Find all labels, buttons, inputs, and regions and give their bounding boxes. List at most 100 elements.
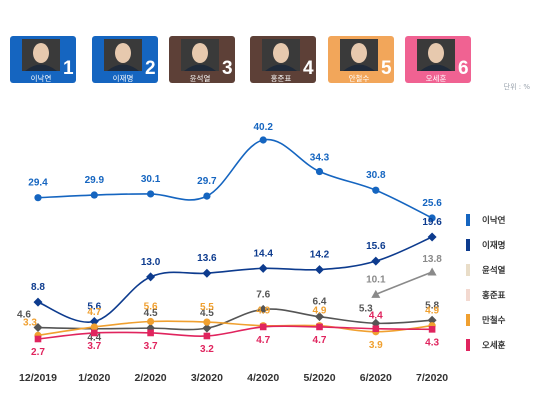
data-point <box>316 323 323 331</box>
data-label: 3.2 <box>200 344 214 355</box>
data-point <box>427 232 437 242</box>
legend-label: 이낙연 <box>482 215 506 226</box>
data-label: 3.7 <box>87 341 101 352</box>
card-name: 이재명 <box>113 73 134 83</box>
card-number: 1 <box>63 58 74 79</box>
data-point <box>202 323 212 333</box>
data-label: 30.8 <box>366 170 386 181</box>
card-name: 홍준표 <box>271 73 292 83</box>
data-label: 5.5 <box>200 302 214 313</box>
data-label: 6.4 <box>313 297 327 308</box>
data-point <box>202 268 212 278</box>
x-tick-label: 5/2020 <box>303 372 335 384</box>
data-point <box>34 194 42 202</box>
series-line <box>37 138 433 219</box>
x-tick-label: 4/2020 <box>247 372 279 384</box>
legend-swatch <box>466 239 470 251</box>
data-label: 5.6 <box>87 301 101 312</box>
data-point <box>315 312 324 322</box>
x-tick-label: 6/2020 <box>360 372 392 384</box>
data-point <box>203 318 211 326</box>
legend-label: 이재명 <box>482 240 505 251</box>
legend-label: 오세훈 <box>482 340 506 351</box>
legend-label: 홍준표 <box>482 290 506 301</box>
card-number: 6 <box>458 58 469 79</box>
legend-swatch <box>466 289 470 301</box>
data-label: 4.7 <box>256 335 270 346</box>
data-point <box>89 316 99 326</box>
data-label: 4.5 <box>200 308 214 319</box>
data-point <box>427 315 437 325</box>
data-point <box>33 323 43 333</box>
candidate-card-1: 1 이낙연 <box>10 36 76 83</box>
data-point <box>258 263 268 273</box>
suit-icon <box>343 64 375 71</box>
data-label: 4.4 <box>369 311 383 322</box>
legend-swatch <box>466 214 470 226</box>
data-label: 4.9 <box>256 306 270 317</box>
x-tick-label: 7/2020 <box>416 372 448 384</box>
data-label: 8.8 <box>31 282 45 293</box>
data-label: 3.3 <box>23 317 37 328</box>
x-tick-label: 2/2020 <box>135 372 167 384</box>
data-label: 13.8 <box>422 254 442 265</box>
face-icon <box>33 43 49 63</box>
card-name: 오세훈 <box>426 73 447 83</box>
face-icon <box>273 43 289 63</box>
candidate-card-6: 6 오세훈 <box>405 36 471 83</box>
data-label: 19.6 <box>422 217 442 228</box>
card-name: 윤석열 <box>190 73 211 83</box>
series-이낙연: 29.4 29.9 30.1 29.7 40.2 34.3 30.8 25.6 <box>28 122 442 222</box>
face-icon <box>351 43 367 63</box>
data-point <box>428 214 436 222</box>
series-이재명: 8.8 5.6 13.0 13.6 14.4 14.2 15.6 19.6 <box>31 217 442 326</box>
data-label: 29.7 <box>197 176 217 187</box>
data-point <box>315 265 324 275</box>
series-line <box>37 308 433 331</box>
data-label: 4.6 <box>17 310 31 321</box>
card-number: 3 <box>222 58 233 79</box>
data-label: 4.5 <box>144 308 158 319</box>
data-label: 2.7 <box>31 347 45 358</box>
data-label: 5.6 <box>144 301 158 312</box>
data-point <box>203 332 211 340</box>
data-point <box>259 136 267 144</box>
series-홍준표: 4.6 4.4 4.5 4.5 7.6 6.4 5.3 5.8 <box>17 289 439 343</box>
data-label: 29.9 <box>85 175 105 186</box>
suit-icon <box>420 64 452 71</box>
data-point <box>372 186 380 194</box>
unit-label: 단위 : % <box>504 82 531 91</box>
data-point <box>147 329 154 337</box>
card-name: 이낙연 <box>31 73 52 83</box>
legend-label: 만철수 <box>482 315 506 326</box>
card-number: 5 <box>381 58 392 79</box>
series-line <box>37 325 433 340</box>
data-point <box>428 326 436 333</box>
x-tick-label: 1/2020 <box>78 372 110 384</box>
face-icon <box>192 43 208 63</box>
data-point <box>203 192 211 200</box>
data-point <box>90 191 98 199</box>
suit-icon <box>107 64 139 71</box>
candidate-card-4: 4 홍준표 <box>250 36 316 83</box>
data-point <box>371 256 381 266</box>
data-label: 3.9 <box>369 340 383 351</box>
candidate-cards: 1 이낙연 2 이재명 3 윤석열 4 홍준표 <box>10 36 471 83</box>
x-axis: 12/2019 1/2020 2/2020 3/2020 4/2020 5/2020 6/2… <box>19 372 448 384</box>
data-point <box>147 317 155 326</box>
data-point <box>372 325 380 333</box>
data-label: 15.6 <box>366 241 386 252</box>
data-label: 14.2 <box>310 250 330 261</box>
data-point <box>258 304 268 314</box>
data-label: 14.4 <box>253 248 273 259</box>
data-point <box>34 335 42 343</box>
legend-label: 윤석열 <box>482 265 506 276</box>
candidate-card-5: 5 안철수 <box>328 36 394 83</box>
face-icon <box>115 43 131 63</box>
data-point <box>427 267 437 276</box>
data-label: 13.6 <box>197 253 217 264</box>
series-layer: 29.4 29.9 30.1 29.7 40.2 34.3 30.8 25.6 8.8 5.6 13… <box>17 122 442 358</box>
data-label: 13.0 <box>141 257 161 268</box>
